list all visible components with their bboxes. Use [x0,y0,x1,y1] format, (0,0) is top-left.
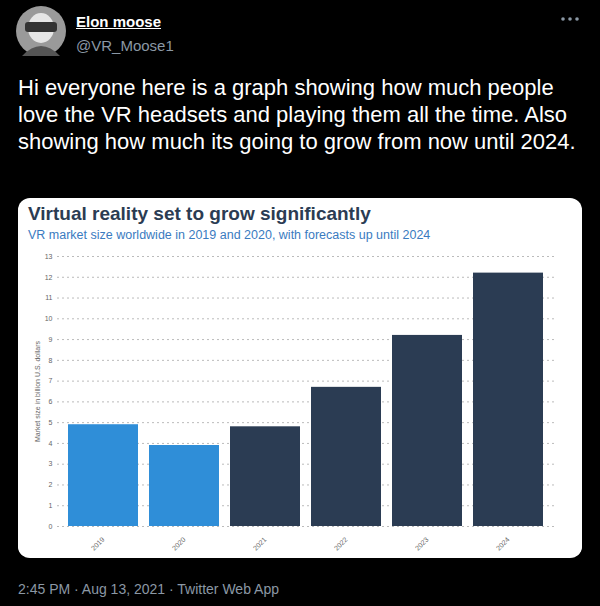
html-text:2:45 PM · Aug 13, 2021 · Twitt: 2:45 PM · Aug 13, 2021 · Twitter Web App [18,581,279,597]
svg-text:7: 7 [49,377,53,384]
svg-text:2019: 2019 [90,536,106,552]
svg-text:0: 0 [49,523,53,530]
html-text:VR market size worldwide in 20: VR market size worldwide in 2019 and 202… [28,228,431,242]
svg-text:9: 9 [49,336,53,343]
svg-text:2020: 2020 [171,536,187,552]
svg-text:4: 4 [49,440,53,447]
html-text:Elon moose: Elon moose [76,13,161,30]
svg-text:Market size in billion U.S. do: Market size in billion U.S. dollars [34,340,41,442]
html-text:Hi everyone here is a graph sh: Hi everyone here is a graph showing how … [18,75,576,154]
svg-text:2022: 2022 [333,536,349,552]
svg-text:2024: 2024 [495,536,511,552]
svg-text:2023: 2023 [414,536,430,552]
svg-text:3: 3 [49,460,53,467]
html-text:@VR_Moose1: @VR_Moose1 [76,37,174,54]
svg-text:6: 6 [49,398,53,405]
svg-text:8: 8 [49,357,53,364]
svg-text:1: 1 [49,502,53,509]
svg-text:10: 10 [45,315,53,322]
svg-text:2021: 2021 [252,536,268,552]
svg-text:5: 5 [49,419,53,426]
svg-text:2: 2 [49,481,53,488]
svg-text:11: 11 [45,294,52,301]
svg-text:12: 12 [45,274,53,281]
html-text:Virtual reality set to grow si: Virtual reality set to grow significantl… [28,203,371,224]
svg-text:13: 13 [45,253,53,260]
